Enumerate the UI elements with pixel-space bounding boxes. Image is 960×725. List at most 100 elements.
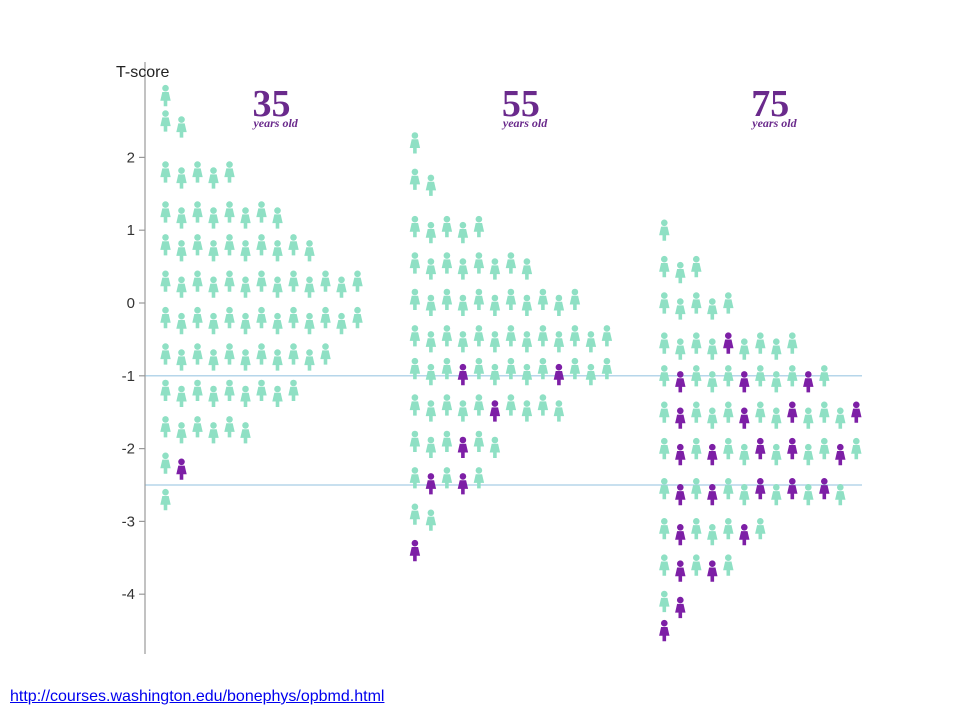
normal-bmd-figure (457, 400, 469, 422)
low-bmd-figure (457, 363, 469, 386)
normal-bmd-figure (553, 294, 565, 316)
normal-bmd-figure (272, 312, 283, 335)
normal-bmd-figure (176, 240, 187, 262)
normal-bmd-figure (192, 161, 203, 183)
normal-bmd-figure (208, 422, 219, 444)
age-group-sublabel: years old (750, 116, 797, 130)
normal-bmd-figure (425, 400, 437, 422)
normal-bmd-figure (288, 343, 299, 365)
normal-bmd-figure (675, 298, 686, 320)
normal-bmd-figure (208, 349, 219, 371)
low-bmd-figure (707, 484, 718, 506)
low-bmd-figure (457, 473, 469, 495)
y-tick-label: 2 (127, 149, 135, 166)
normal-bmd-figure (160, 110, 171, 132)
normal-bmd-figure (409, 215, 421, 238)
low-bmd-figure (755, 478, 766, 500)
normal-bmd-figure (569, 325, 581, 347)
normal-bmd-figure (835, 484, 846, 506)
normal-bmd-figure (739, 484, 750, 506)
normal-bmd-figure (659, 255, 670, 278)
normal-bmd-figure (320, 306, 331, 329)
normal-bmd-figure (208, 276, 219, 298)
normal-bmd-figure (707, 524, 718, 546)
normal-bmd-figure (489, 436, 501, 458)
normal-bmd-figure (425, 331, 437, 353)
normal-bmd-figure (537, 394, 549, 416)
normal-bmd-figure (771, 371, 782, 393)
normal-bmd-figure (256, 234, 267, 256)
normal-bmd-figure (160, 84, 171, 107)
source-link[interactable]: http://courses.washington.edu/bonephys/o… (10, 688, 385, 705)
normal-bmd-figure (208, 312, 219, 335)
normal-bmd-figure (707, 407, 718, 429)
normal-bmd-figure (224, 306, 235, 329)
normal-bmd-figure (441, 357, 453, 380)
low-bmd-figure (707, 560, 718, 582)
normal-bmd-figure (441, 467, 453, 489)
low-bmd-figure (739, 407, 750, 429)
normal-bmd-figure (659, 332, 670, 354)
low-bmd-figure (675, 443, 686, 466)
low-bmd-figure (675, 407, 686, 429)
normal-bmd-figure (521, 294, 533, 316)
normal-bmd-figure (803, 407, 814, 429)
low-bmd-figure (851, 401, 862, 423)
normal-bmd-figure (409, 168, 421, 190)
low-bmd-figure (675, 596, 686, 619)
normal-bmd-figure (691, 437, 702, 460)
normal-bmd-figure (409, 132, 421, 154)
normal-bmd-figure (160, 379, 171, 401)
normal-bmd-figure (288, 234, 299, 256)
low-bmd-figure (675, 560, 686, 582)
y-tick-label: 0 (127, 295, 135, 312)
normal-bmd-figure (192, 416, 203, 438)
low-bmd-figure (659, 619, 670, 642)
normal-bmd-figure (771, 443, 782, 466)
normal-bmd-figure (425, 509, 437, 531)
low-bmd-figure (176, 458, 187, 480)
normal-bmd-figure (304, 312, 315, 335)
normal-bmd-figure (409, 430, 421, 452)
normal-bmd-figure (272, 276, 283, 298)
normal-bmd-figure (425, 436, 437, 458)
normal-bmd-figure (723, 518, 734, 540)
normal-bmd-figure (691, 255, 702, 278)
normal-bmd-figure (537, 357, 549, 380)
normal-bmd-figure (240, 422, 251, 444)
normal-bmd-figure (160, 270, 171, 292)
normal-bmd-figure (675, 338, 686, 360)
normal-bmd-figure (473, 394, 485, 416)
y-tick-label: -3 (122, 513, 135, 530)
normal-bmd-figure (489, 363, 501, 386)
normal-bmd-figure (240, 349, 251, 371)
normal-bmd-figure (675, 261, 686, 284)
normal-bmd-figure (505, 394, 517, 416)
normal-bmd-figure (489, 294, 501, 316)
normal-bmd-figure (771, 338, 782, 360)
normal-bmd-figure (192, 306, 203, 329)
normal-bmd-figure (755, 332, 766, 354)
age-group-label: 75 (751, 83, 789, 125)
normal-bmd-figure (691, 554, 702, 576)
normal-bmd-figure (425, 258, 437, 280)
low-bmd-figure (803, 371, 814, 393)
normal-bmd-figure (208, 167, 219, 189)
normal-bmd-figure (755, 365, 766, 387)
normal-bmd-figure (441, 215, 453, 238)
normal-bmd-figure (585, 363, 597, 386)
normal-bmd-figure (176, 349, 187, 371)
age-group-sublabel: years old (501, 116, 548, 130)
normal-bmd-figure (336, 276, 347, 298)
normal-bmd-figure (691, 518, 702, 540)
normal-bmd-figure (224, 379, 235, 401)
y-tick-label: -2 (122, 441, 135, 458)
normal-bmd-figure (707, 371, 718, 393)
normal-bmd-figure (659, 401, 670, 423)
normal-bmd-figure (256, 201, 267, 223)
normal-bmd-figure (288, 270, 299, 292)
normal-bmd-figure (160, 488, 171, 511)
normal-bmd-figure (409, 357, 421, 380)
